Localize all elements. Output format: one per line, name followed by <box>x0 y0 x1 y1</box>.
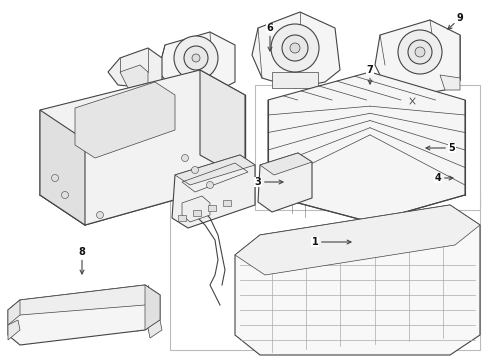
Polygon shape <box>235 205 480 355</box>
Polygon shape <box>108 48 162 88</box>
Polygon shape <box>252 12 340 88</box>
Polygon shape <box>200 70 245 180</box>
Polygon shape <box>75 82 175 158</box>
Text: 9: 9 <box>448 13 464 29</box>
Text: 4: 4 <box>435 173 453 183</box>
Polygon shape <box>260 153 312 175</box>
Text: 2: 2 <box>0 359 1 360</box>
Circle shape <box>398 30 442 74</box>
Text: 8: 8 <box>78 247 85 274</box>
Bar <box>178 215 186 221</box>
Text: 5: 5 <box>426 143 455 153</box>
Bar <box>193 210 201 216</box>
Circle shape <box>51 175 58 181</box>
Polygon shape <box>272 72 318 88</box>
Text: 1: 1 <box>312 237 351 247</box>
Polygon shape <box>40 70 245 225</box>
Polygon shape <box>120 65 148 88</box>
Circle shape <box>282 35 308 61</box>
Text: 7: 7 <box>367 65 373 84</box>
Polygon shape <box>158 32 235 92</box>
Polygon shape <box>175 155 255 185</box>
Text: 3: 3 <box>255 177 283 187</box>
Polygon shape <box>8 320 20 340</box>
Polygon shape <box>8 285 160 345</box>
Bar <box>208 205 216 211</box>
Polygon shape <box>268 72 465 222</box>
Polygon shape <box>170 82 215 93</box>
Circle shape <box>290 43 300 53</box>
Circle shape <box>192 54 200 62</box>
Polygon shape <box>145 285 160 330</box>
Bar <box>223 200 231 206</box>
Circle shape <box>62 192 69 198</box>
Circle shape <box>181 154 189 162</box>
Polygon shape <box>40 110 85 225</box>
Circle shape <box>271 24 319 72</box>
Circle shape <box>174 36 218 80</box>
Polygon shape <box>8 285 160 315</box>
Circle shape <box>415 47 425 57</box>
Circle shape <box>97 212 103 219</box>
Polygon shape <box>235 205 480 275</box>
Bar <box>255 85 480 210</box>
Polygon shape <box>8 300 20 325</box>
Polygon shape <box>182 196 210 222</box>
Polygon shape <box>172 155 255 228</box>
Circle shape <box>408 40 432 64</box>
Bar <box>170 195 480 350</box>
Text: 6: 6 <box>267 23 273 51</box>
Circle shape <box>206 181 214 189</box>
Polygon shape <box>148 320 162 338</box>
Circle shape <box>184 46 208 70</box>
Polygon shape <box>440 75 460 90</box>
Polygon shape <box>375 20 460 95</box>
Circle shape <box>192 166 198 174</box>
Polygon shape <box>258 153 312 212</box>
